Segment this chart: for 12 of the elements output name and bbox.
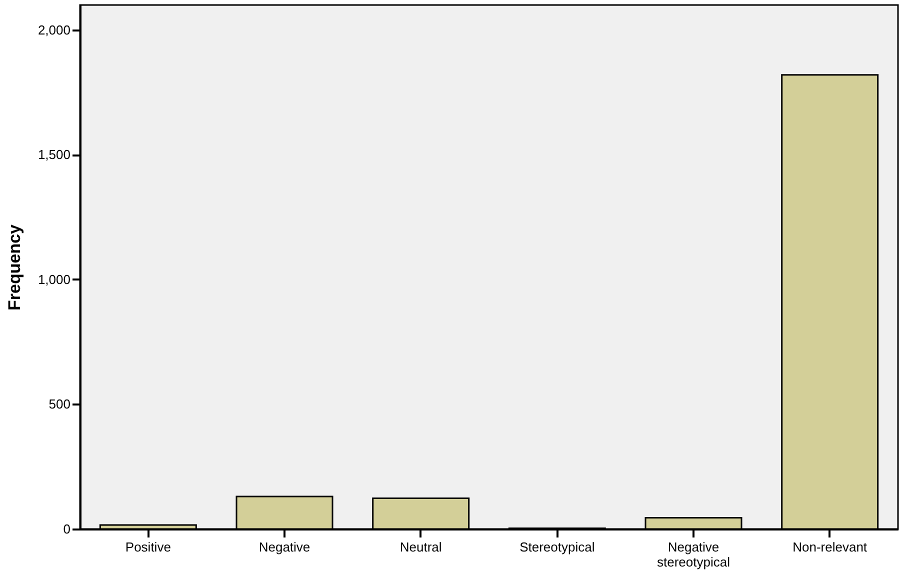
y-tick-label: 1,500 xyxy=(38,147,70,162)
y-tick-label: 2,000 xyxy=(38,22,70,38)
x-tick-label: Stereotypical xyxy=(520,540,595,554)
x-tick-label: Neutral xyxy=(400,540,442,554)
y-tick-label: 1,000 xyxy=(38,272,70,287)
y-axis-title: Frequency xyxy=(4,224,24,310)
x-tick-label: Negative xyxy=(258,540,310,554)
x-tick-label: Positive xyxy=(125,540,171,554)
x-tick-label: Negative stereotypical xyxy=(657,540,730,570)
x-tick-label: Non-relevant xyxy=(792,540,868,554)
y-tick-label: 500 xyxy=(48,396,70,412)
y-tick-label: 0 xyxy=(63,522,70,536)
